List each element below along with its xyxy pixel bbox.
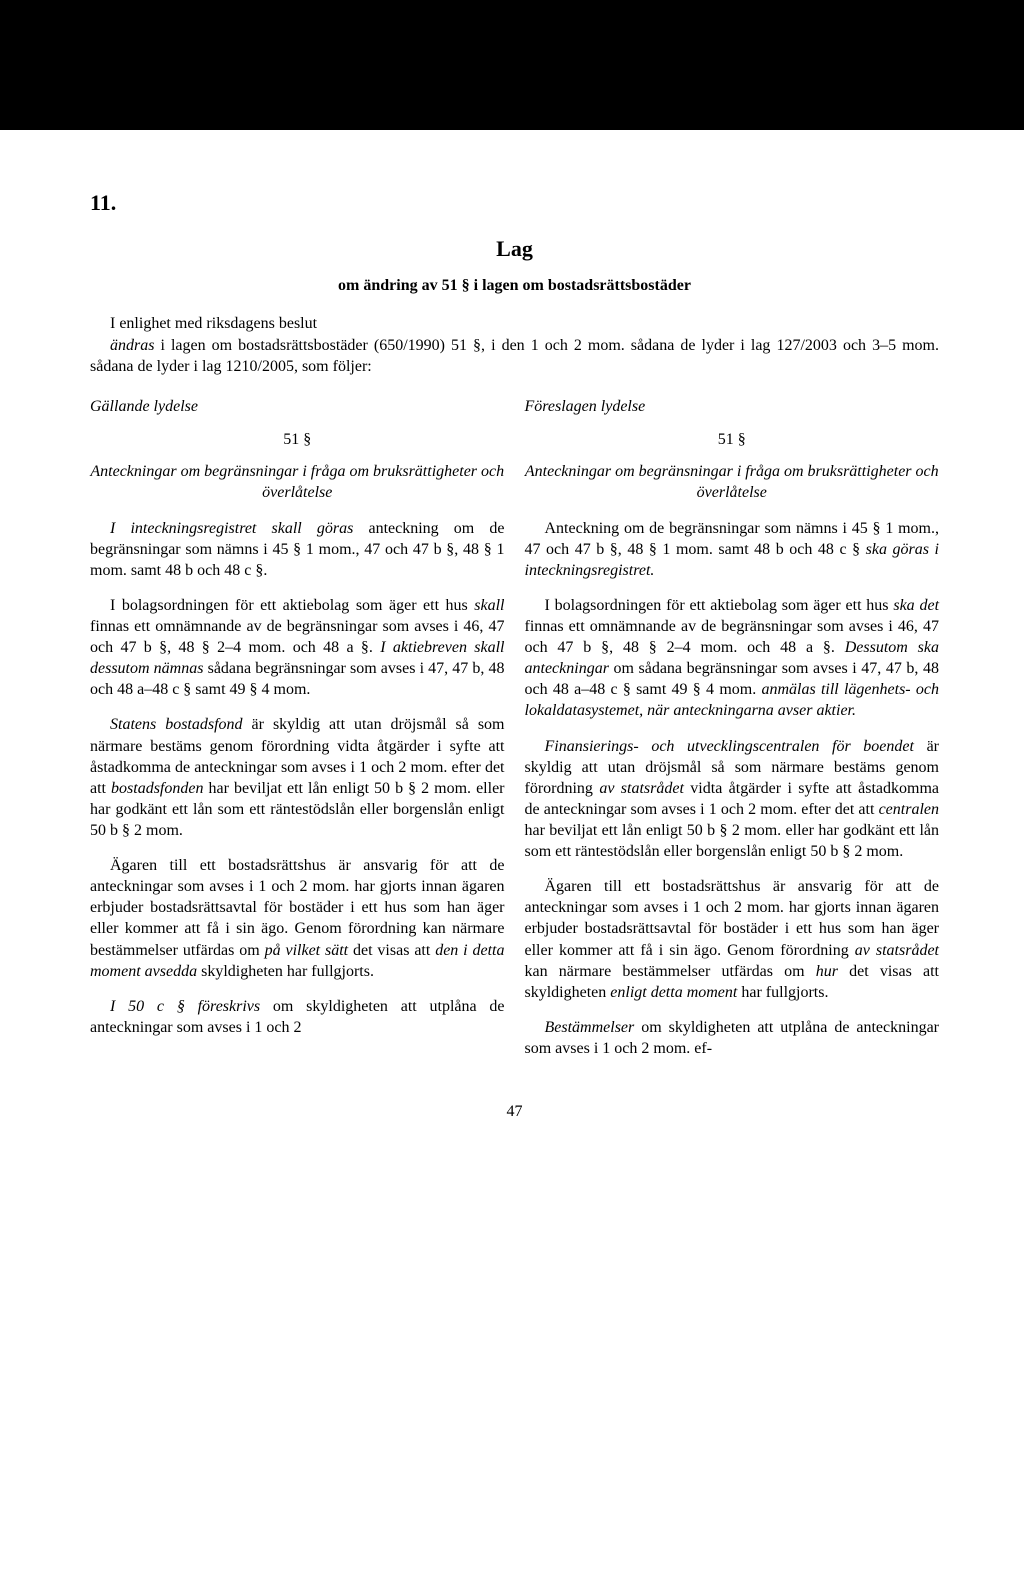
left-p3: Statens bostadsfond är skyldig att utan …: [90, 714, 505, 841]
right-p5: Bestämmelser om skyldigheten att utplåna…: [525, 1017, 940, 1059]
left-p5: I 50 c § föreskrivs om skyldigheten att …: [90, 996, 505, 1038]
preamble: I enlighet med riksdagens beslut ändras …: [90, 313, 939, 378]
law-subtitle: om ändring av 51 § i lagen om bostadsrät…: [90, 277, 939, 295]
section-number: 11.: [90, 190, 939, 216]
right-heading: Föreslagen lydelse: [525, 396, 940, 417]
preamble-line2: ändras i lagen om bostadsrättsbostäder (…: [90, 335, 939, 378]
right-p2: I bolagsordningen för ett aktiebolag som…: [525, 595, 940, 722]
header-black-bar: [0, 0, 1024, 130]
left-p1: I inteckningsregistret skall göras antec…: [90, 518, 505, 581]
left-column: Gällande lydelse 51 § Anteckningar om be…: [90, 396, 505, 1073]
right-column: Föreslagen lydelse 51 § Anteckningar om …: [525, 396, 940, 1073]
left-section: 51 §: [90, 429, 505, 450]
page-number: 47: [90, 1103, 939, 1121]
right-section: 51 §: [525, 429, 940, 450]
left-p4: Ägaren till ett bostadsrättshus är ansva…: [90, 855, 505, 982]
comparison-columns: Gällande lydelse 51 § Anteckningar om be…: [90, 396, 939, 1073]
right-p4: Ägaren till ett bostadsrättshus är ansva…: [525, 876, 940, 1003]
document-page: 11. Lag om ändring av 51 § i lagen om bo…: [0, 130, 1024, 1576]
law-title: Lag: [90, 236, 939, 262]
right-p3: Finansierings- och utvecklingscentralen …: [525, 736, 940, 863]
right-subheading: Anteckningar om begränsningar i fråga om…: [525, 462, 940, 504]
left-heading: Gällande lydelse: [90, 396, 505, 417]
left-subheading: Anteckningar om begränsningar i fråga om…: [90, 462, 505, 504]
left-p2: I bolagsordningen för ett aktiebolag som…: [90, 595, 505, 701]
preamble-line1: I enlighet med riksdagens beslut: [90, 313, 939, 335]
right-p1: Anteckning om de begränsningar som nämns…: [525, 518, 940, 581]
